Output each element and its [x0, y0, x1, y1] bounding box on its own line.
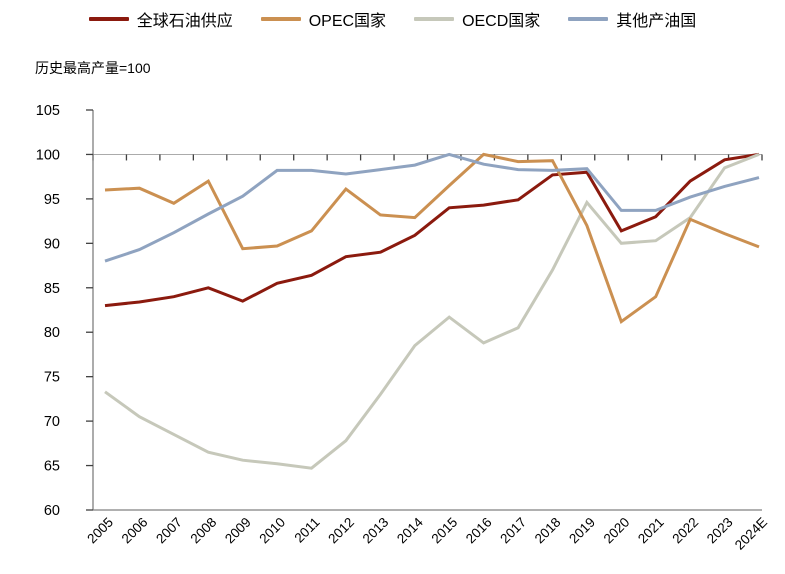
y-axis-label-105: 105 [36, 103, 60, 119]
legend-line-swatch [414, 17, 455, 21]
x-axis-label-2009: 2009 [222, 515, 254, 547]
series-line-1 [104, 152, 760, 324]
x-axis-label-2007: 2007 [153, 515, 185, 547]
legend-label: OPEC国家 [308, 13, 387, 30]
legend-label: 其他产油国 [616, 13, 697, 30]
x-axis-label-2006: 2006 [119, 515, 151, 547]
y-axis-label-70: 70 [44, 414, 60, 430]
x-axis-label-2011: 2011 [292, 515, 323, 546]
x-axis-label-2012: 2012 [325, 515, 357, 547]
x-axis-label-2022: 2022 [669, 515, 701, 547]
legend-item-other-producers: 其他产油国 [568, 7, 696, 31]
legend-line-swatch [88, 17, 129, 21]
x-axis-label-2008: 2008 [188, 515, 220, 547]
x-axis-label-2021: 2021 [635, 515, 667, 547]
y-axis-label-85: 85 [44, 281, 60, 297]
chart-legend: 全球石油供应 OPEC国家 OECD国家 其他产油国 [0, 7, 785, 31]
legend-item-global-oil-supply: 全球石油供应 [88, 7, 233, 31]
legend-line-swatch [568, 17, 609, 21]
x-axis-label-2014: 2014 [394, 514, 426, 546]
x-axis-label-2023: 2023 [704, 515, 736, 547]
legend-label: 全球石油供应 [136, 13, 233, 30]
x-axis-label-2010: 2010 [256, 515, 288, 547]
x-axis-label-2013: 2013 [360, 515, 392, 547]
axis-note-max-output-equals-100: 历史最高产量=100 [35, 60, 151, 76]
x-axis-label-2015: 2015 [428, 515, 460, 547]
legend-label: OECD国家 [462, 13, 541, 30]
series-line-3 [104, 152, 760, 263]
x-axis-label-2018: 2018 [532, 515, 564, 547]
legend-line-swatch [260, 17, 301, 21]
legend-item-opec: OPEC国家 [260, 7, 387, 31]
x-axis-label-2024E: 2024E [732, 515, 770, 553]
y-axis-label-95: 95 [44, 192, 60, 208]
y-axis-label-60: 60 [44, 503, 60, 519]
x-axis-label-2005: 2005 [84, 515, 116, 547]
x-axis-label-2016: 2016 [463, 515, 495, 547]
y-axis-label-100: 100 [36, 147, 60, 163]
x-axis-label-2020: 2020 [601, 515, 633, 547]
legend-item-oecd: OECD国家 [414, 7, 540, 31]
series-line-2 [104, 153, 760, 470]
series-line-0 [104, 152, 760, 308]
y-axis-label-80: 80 [44, 325, 60, 341]
x-axis-label-2019: 2019 [566, 515, 598, 547]
y-axis-label-65: 65 [44, 459, 60, 475]
y-axis-label-90: 90 [44, 236, 60, 252]
y-axis-label-75: 75 [44, 370, 60, 386]
x-axis-label-2017: 2017 [497, 515, 529, 547]
